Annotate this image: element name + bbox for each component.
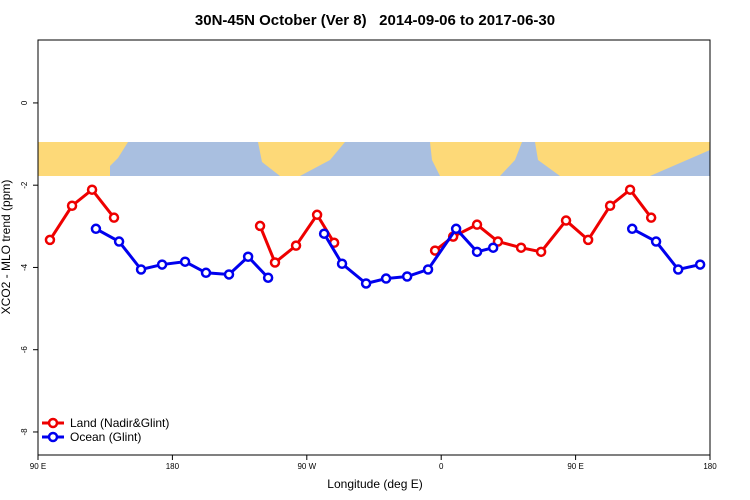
point (535, 246, 547, 258)
point (401, 271, 413, 282)
point (179, 256, 191, 267)
y-tick-label: -2 (20, 181, 29, 189)
point (650, 236, 662, 247)
legend-marker (47, 417, 59, 429)
legend-label: Ocean (Glint) (70, 430, 141, 444)
point (242, 251, 254, 263)
legend-label: Land (Nadir&Glint) (70, 416, 169, 430)
point (200, 267, 212, 279)
chart-title: 30N-45N October (Ver 8) 2014-09-06 to 20… (195, 12, 555, 29)
point (290, 240, 302, 251)
point (156, 259, 168, 270)
point (626, 223, 638, 235)
point (223, 269, 235, 280)
point (645, 212, 657, 223)
point (336, 258, 348, 269)
x-tick-label: 180 (703, 462, 717, 471)
point (487, 242, 499, 253)
point (90, 223, 102, 235)
x-tick-label: 90 W (297, 462, 316, 471)
point (604, 200, 616, 212)
point (86, 184, 98, 195)
x-tick-label: 90 E (30, 462, 46, 471)
y-axis-label: XCO2 - MLO trend (ppm) (0, 180, 13, 315)
point (108, 212, 120, 223)
point (672, 264, 684, 275)
plot-frame (37, 39, 711, 456)
point (254, 220, 266, 232)
x-tick-label: 0 (439, 462, 444, 471)
y-tick-label: -8 (20, 428, 29, 436)
point (113, 236, 125, 247)
point (471, 219, 483, 230)
y-tick-label: -4 (20, 263, 29, 271)
point (471, 246, 483, 258)
point (311, 209, 323, 221)
x-tick-label: 90 E (567, 462, 583, 471)
point (694, 259, 706, 270)
point (582, 234, 594, 246)
x-tick-label: 180 (166, 462, 180, 471)
point (422, 264, 434, 275)
point (624, 184, 636, 195)
point (44, 234, 56, 246)
point (515, 242, 527, 253)
x-axis-label: Longitude (deg E) (327, 477, 422, 491)
point (360, 278, 372, 289)
y-tick-label: -6 (20, 346, 29, 354)
point (380, 273, 392, 284)
point (429, 245, 441, 256)
point (560, 215, 572, 226)
point (135, 264, 147, 275)
map-strip (38, 142, 710, 176)
point (318, 228, 330, 239)
point (66, 200, 78, 212)
y-tick-label: 0 (20, 100, 29, 105)
point (450, 223, 462, 235)
legend-marker (47, 431, 59, 443)
point (269, 257, 281, 268)
point (262, 272, 274, 283)
